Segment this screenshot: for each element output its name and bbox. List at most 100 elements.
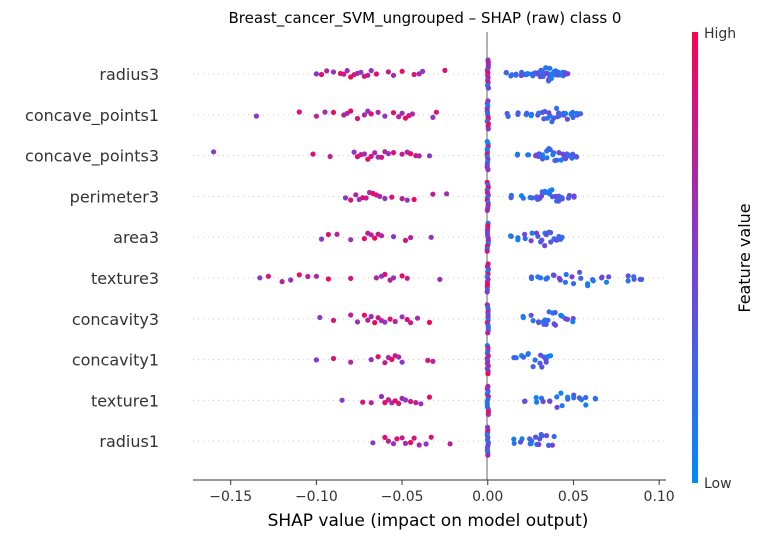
x-tick-label: −0.15 [209,489,252,505]
shap-point [625,273,631,279]
shap-point [520,354,527,360]
shap-point [372,235,378,241]
shap-point [536,110,542,116]
shap-point [544,155,550,161]
shap-point [526,152,532,158]
x-tick-label: 0.10 [644,489,675,505]
shap-point [570,114,576,120]
shap-point [341,71,347,77]
shap-point [631,274,637,280]
shap-point [548,230,554,236]
beeswarm-points [211,57,645,458]
shap-point [528,441,534,447]
feature-label: concave_points3 [25,147,159,167]
shap-point [334,231,340,237]
shap-point [411,196,417,203]
shap-point [554,105,560,111]
feature-label: concavity3 [72,310,159,329]
shap-point [313,71,319,77]
shap-point [382,434,388,440]
feature-label: concave_points1 [25,106,159,126]
shap-point [542,108,548,115]
shap-point [404,316,410,323]
shap-point [625,278,631,284]
shap-point [322,109,328,115]
shap-point [382,360,388,366]
shap-point [348,237,354,243]
shap-point [330,69,337,75]
shap-point [368,153,374,159]
shap-point [420,68,426,74]
shap-point [426,394,433,400]
shap-point [530,364,536,370]
shap-point [548,353,554,359]
shap-point [578,275,584,281]
shap-point [538,431,544,438]
shap-point [485,330,491,336]
shap-point [253,113,259,119]
shap-point [385,397,391,403]
shap-point [559,234,565,240]
shap-point [539,237,545,243]
shap-point [279,279,285,285]
shap-point [413,400,419,406]
shap-point [485,411,491,417]
shap-point [578,397,585,403]
shap-point [543,70,549,77]
shap-point [387,316,393,322]
shap-point [556,110,562,116]
x-tick-label: 0.05 [558,489,589,505]
shap-point [358,69,364,75]
shap-point [348,275,354,281]
feature-points [313,343,554,377]
shap-point [535,319,542,325]
shap-point [399,196,405,202]
shap-point [528,113,534,119]
shap-point [577,111,584,117]
shap-point [529,275,535,282]
shap-point [550,152,556,158]
shap-point [565,394,571,400]
shap-point [540,152,546,158]
shap-point [485,126,491,132]
shap-point [503,70,509,76]
shap-point [390,110,397,116]
shap-point [339,397,345,403]
shap-point [533,230,540,236]
shap-point [430,114,436,120]
feature-points [313,57,571,91]
row-guides [193,73,666,442]
shap-point [603,279,610,285]
shap-point [536,441,542,448]
shap-point [529,230,535,236]
shap-point [402,397,409,403]
shap-point [428,434,434,440]
shap-point [551,115,557,121]
shap-point [549,442,556,448]
feature-label: texture3 [91,269,159,288]
shap-point [569,155,575,161]
shap-point [570,281,577,287]
shap-point [411,435,417,441]
shap-point [330,355,337,362]
shap-point [373,71,379,77]
shap-point [378,154,385,160]
shap-point [550,272,557,278]
shap-point [543,321,549,327]
shap-point [430,358,436,364]
feature-points [257,261,645,295]
shap-point [361,151,367,157]
shap-point [511,436,517,442]
shap-point [546,442,552,448]
feature-label: radius3 [99,65,159,84]
feature-points [211,139,580,173]
shap-point [508,73,514,79]
shap-point [535,196,541,202]
shap-point [542,188,548,194]
shap-point [554,394,560,400]
shap-point [404,197,410,203]
feature-label: area3 [113,228,159,247]
shap-point [372,320,378,326]
shap-point [390,72,397,78]
